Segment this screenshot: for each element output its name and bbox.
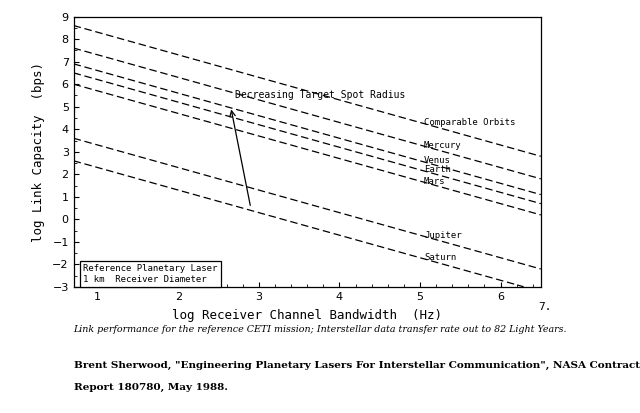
Text: Report 180780, May 1988.: Report 180780, May 1988. [74,383,228,392]
Text: Earth: Earth [424,165,451,174]
Text: 7.: 7. [538,301,552,312]
Text: Comparable Orbits: Comparable Orbits [424,118,515,127]
Y-axis label: log Link Capacity  (bps): log Link Capacity (bps) [32,62,45,242]
Text: Brent Sherwood, "Engineering Planetary Lasers For Interstellar Communication", N: Brent Sherwood, "Engineering Planetary L… [74,361,640,370]
Text: Mercury: Mercury [424,140,461,150]
Text: Reference Planetary Laser
1 km  Receiver Diameter: Reference Planetary Laser 1 km Receiver … [83,264,218,284]
Text: Jupiter: Jupiter [424,231,461,240]
Text: Venus: Venus [424,156,451,165]
X-axis label: log Receiver Channel Bandwidth  (Hz): log Receiver Channel Bandwidth (Hz) [172,309,442,322]
Text: Mars: Mars [424,177,445,185]
Text: Link performance for the reference CETI mission; Interstellar data transfer rate: Link performance for the reference CETI … [74,325,567,335]
Text: Saturn: Saturn [424,253,456,262]
Text: Decreasing Target Spot Radius: Decreasing Target Spot Radius [235,90,405,100]
